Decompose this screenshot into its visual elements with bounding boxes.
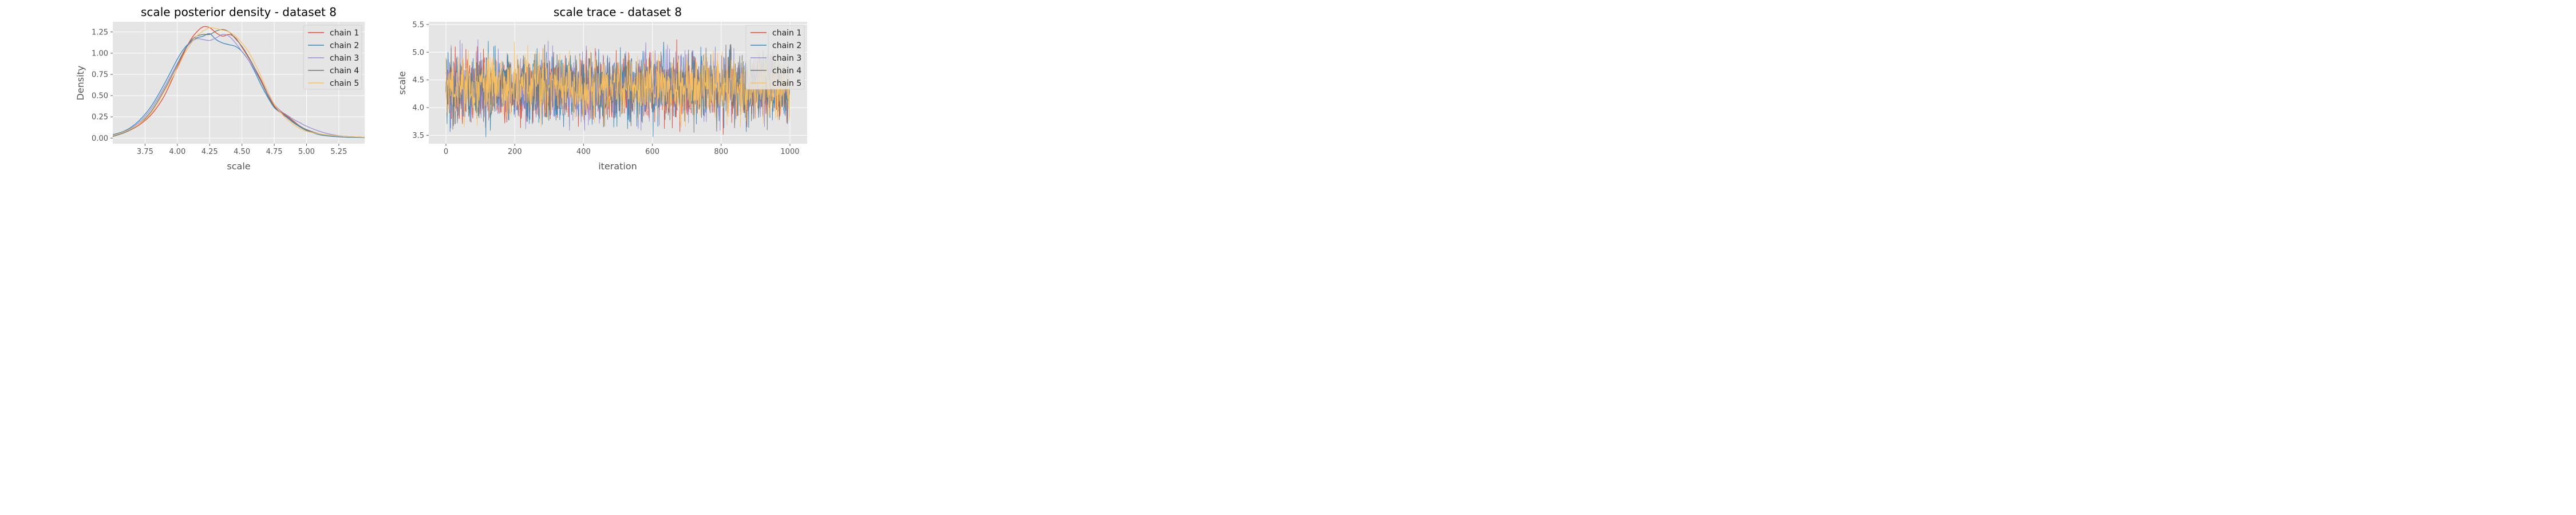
- density-x-tick-label: 5.25: [330, 148, 347, 156]
- density-y-tick-label: 1.00: [92, 49, 108, 58]
- density-legend-label: chain 4: [330, 66, 359, 76]
- density-y-tick-label: 0.25: [92, 113, 108, 122]
- density-legend-label: chain 5: [330, 79, 359, 88]
- density-series-line: [113, 27, 365, 138]
- trace-y-axis-label: scale: [397, 71, 408, 94]
- density-legend-box: [303, 25, 362, 90]
- density-x-tick-label: 4.75: [266, 148, 283, 156]
- trace-x-axis-label: iteration: [598, 161, 637, 172]
- trace-legend-label: chain 3: [772, 54, 801, 63]
- density-panel: 3.75 4.00 4.25 4.50 4.75 5.00 5.25 0.00 0.25 0.50…: [75, 5, 365, 172]
- density-legend-label: chain 1: [330, 29, 359, 38]
- trace-legend-label: chain 1: [772, 29, 801, 38]
- density-y-tick-label: 0.00: [92, 134, 108, 143]
- trace-y-tick-label: 5.5: [412, 21, 424, 29]
- trace-y-tick-label: 4.5: [412, 76, 424, 85]
- density-x-tick-label: 4.00: [169, 148, 185, 156]
- density-series-line: [113, 33, 365, 138]
- density-series-line: [113, 29, 365, 138]
- density-y-axis-label: Density: [75, 66, 86, 101]
- trace-x-tick-label: 1000: [780, 148, 799, 156]
- trace-y-tick-label: 5.0: [412, 49, 424, 57]
- trace-x-tick-label: 200: [508, 148, 522, 156]
- trace-legend-label: chain 5: [772, 79, 801, 88]
- trace-legend: chain 1 chain 2 chain 3 chain 4 chain 5: [745, 25, 805, 90]
- trace-x-tick-label: 600: [645, 148, 659, 156]
- density-title: scale posterior density - dataset 8: [141, 5, 337, 19]
- trace-title: scale trace - dataset 8: [554, 5, 682, 19]
- trace-ticks: 0 200 400 600 800 1000 3.5 4.0 4.5 5.0 5.5: [412, 21, 799, 156]
- trace-x-tick-label: 0: [444, 148, 448, 156]
- density-x-tick-label: 3.75: [137, 148, 153, 156]
- trace-lines: [445, 33, 790, 137]
- density-ticks: 3.75 4.00 4.25 4.50 4.75 5.00 5.25 0.00 0.25 0.50…: [92, 28, 347, 156]
- density-x-axis-label: scale: [227, 161, 250, 172]
- density-y-tick-label: 0.75: [92, 71, 108, 80]
- trace-series-line: [445, 41, 790, 127]
- trace-x-tick-label: 800: [714, 148, 728, 156]
- density-legend-label: chain 3: [330, 54, 359, 63]
- trace-y-tick-label: 4.0: [412, 104, 424, 113]
- density-x-tick-label: 4.25: [202, 148, 218, 156]
- trace-panel: 0 200 400 600 800 1000 3.5 4.0 4.5 5.0 5.5 scale t…: [397, 5, 807, 172]
- density-x-tick-label: 5.00: [298, 148, 315, 156]
- density-series-line: [113, 34, 365, 138]
- trace-x-tick-label: 400: [576, 148, 591, 156]
- density-y-tick-label: 1.25: [92, 28, 108, 37]
- trace-y-tick-label: 3.5: [412, 132, 424, 140]
- trace-legend-label: chain 2: [772, 41, 801, 50]
- trace-legend-label: chain 4: [772, 66, 801, 76]
- density-x-tick-label: 4.50: [234, 148, 250, 156]
- density-lines: [113, 26, 365, 138]
- density-legend-label: chain 2: [330, 41, 359, 50]
- trace-legend-box: [745, 25, 805, 90]
- figure: 3.75 4.00 4.25 4.50 4.75 5.00 5.250.000.250.50…: [75, 5, 807, 172]
- density-y-tick-label: 0.50: [92, 92, 108, 101]
- density-legend: chain 1 chain 2 chain 3 chain 4 chain 5: [303, 25, 362, 90]
